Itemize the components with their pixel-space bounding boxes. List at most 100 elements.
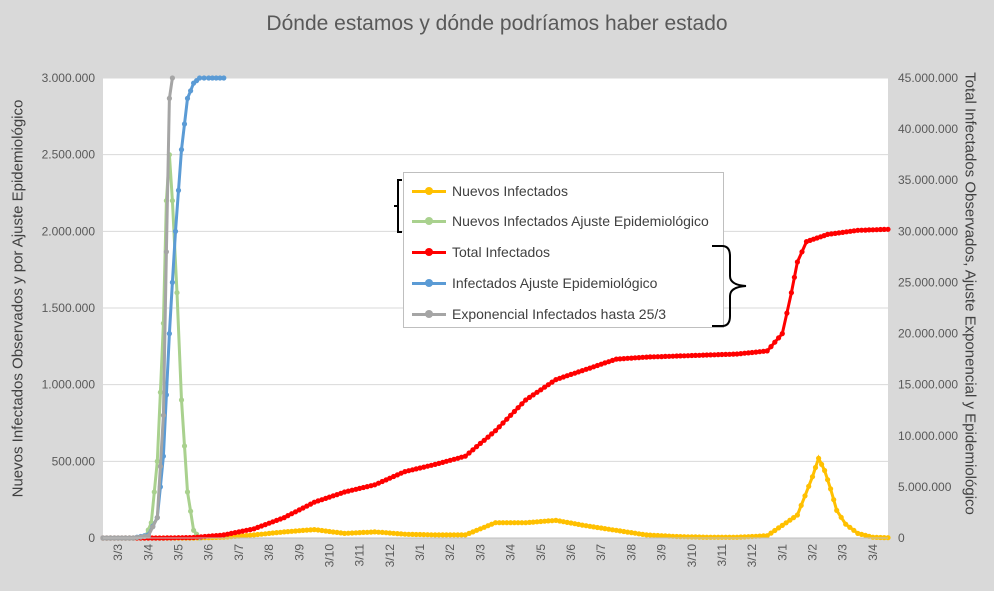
x-tick-label: 3/11: [353, 544, 367, 567]
series-point-0: [353, 530, 359, 536]
series-point-2: [530, 392, 536, 398]
series-point-2: [677, 353, 684, 359]
series-point-0: [719, 534, 725, 540]
series-point-0: [791, 515, 797, 521]
x-tick-label: 3/6: [202, 544, 216, 561]
x-tick-label: 3/12: [745, 544, 759, 568]
y-right-tick-label: 35.000.000: [898, 173, 958, 187]
x-tick-label: 3/3: [836, 544, 850, 561]
series-point-0: [723, 534, 729, 540]
series-point-0: [409, 531, 416, 538]
legend: Nuevos Infectados Nuevos Infectados Ajus…: [403, 172, 724, 328]
series-point-2: [481, 437, 487, 443]
legend-label: Infectados Ajuste Epidemiológico: [452, 275, 658, 291]
series-point-0: [300, 527, 306, 534]
series-point-0: [783, 520, 789, 526]
series-point-2: [711, 352, 718, 358]
series-point-0: [443, 532, 449, 538]
series-point-1: [157, 389, 163, 395]
series-point-0: [258, 531, 265, 537]
series-point-0: [375, 529, 382, 535]
series-point-0: [277, 529, 283, 535]
series-point-2: [462, 453, 468, 459]
series-point-0: [345, 530, 351, 536]
series-point-0: [816, 455, 822, 461]
series-point-0: [798, 502, 804, 508]
series-point-0: [236, 533, 242, 539]
series-point-4: [163, 249, 169, 255]
x-tick-label: 3/4: [141, 544, 155, 561]
series-point-1: [169, 198, 175, 204]
series-point-0: [274, 530, 280, 536]
series-point-2: [742, 350, 748, 356]
series-point-0: [530, 519, 536, 525]
series-point-1: [191, 527, 197, 533]
series-point-2: [217, 532, 223, 538]
series-point-2: [496, 424, 502, 430]
legend-swatch: [412, 309, 446, 319]
y-left-tick-label: 3.000.000: [42, 71, 96, 85]
x-tick-label: 3/11: [715, 544, 729, 567]
series-point-2: [696, 352, 702, 358]
series-point-0: [240, 533, 246, 539]
series-point-2: [836, 230, 842, 236]
series-point-0: [504, 520, 510, 526]
series-point-0: [651, 532, 657, 538]
series-point-2: [734, 351, 740, 357]
series-point-0: [851, 527, 857, 533]
series-point-0: [360, 529, 366, 536]
series-point-2: [799, 249, 805, 255]
series-point-2: [870, 227, 876, 233]
y-right-tick-label: 45.000.000: [898, 71, 958, 85]
series-point-2: [542, 384, 548, 390]
series-point-2: [779, 331, 785, 337]
series-point-1: [178, 397, 185, 403]
series-point-0: [447, 532, 453, 538]
series-point-2: [659, 354, 665, 360]
series-point-0: [834, 507, 840, 513]
y-left-tick-label: 500.000: [52, 454, 96, 468]
series-point-2: [700, 352, 706, 358]
series-point-0: [655, 532, 661, 539]
legend-item-infectados-ajuste: Infectados Ajuste Epidemiológico: [412, 272, 657, 294]
series-point-0: [609, 527, 616, 533]
series-point-2: [708, 352, 714, 358]
series-point-2: [670, 353, 676, 359]
series-point-0: [368, 529, 374, 535]
series-point-2: [881, 226, 887, 232]
series-point-0: [779, 522, 785, 529]
series-point-2: [500, 420, 506, 426]
series-point-0: [643, 532, 650, 538]
x-tick-label: 3/7: [594, 544, 608, 561]
series-point-2: [523, 397, 529, 403]
y-axis-left-label-wrap: Nuevos Infectados Observados y por Ajust…: [8, 80, 30, 520]
series-point-0: [500, 520, 506, 526]
y-left-tick-label: 1.500.000: [42, 301, 96, 315]
series-point-0: [255, 531, 261, 538]
series-point-0: [428, 532, 434, 538]
series-point-2: [511, 408, 517, 415]
series-point-2: [794, 259, 801, 265]
series-point-2: [640, 354, 646, 360]
series-point-0: [425, 532, 431, 538]
series-point-2: [474, 444, 480, 450]
legend-label: Nuevos Infectados Ajuste Epidemiológico: [452, 213, 709, 229]
series-point-0: [730, 534, 736, 540]
series-point-1: [174, 290, 180, 296]
series-point-0: [289, 528, 295, 534]
series-point-0: [492, 520, 499, 526]
series-point-0: [819, 461, 825, 467]
series-point-0: [726, 534, 733, 540]
series-point-0: [285, 529, 291, 535]
series-point-0: [451, 532, 457, 538]
series-point-0: [549, 518, 555, 524]
series-point-2: [492, 428, 499, 434]
series-point-0: [319, 527, 325, 534]
series-point-0: [247, 532, 253, 538]
series-point-4: [154, 515, 160, 521]
series-point-2: [772, 339, 778, 345]
series-point-0: [458, 532, 465, 538]
series-point-3: [184, 95, 191, 101]
series-point-0: [625, 529, 631, 535]
x-tick-label: 3/2: [806, 544, 820, 561]
